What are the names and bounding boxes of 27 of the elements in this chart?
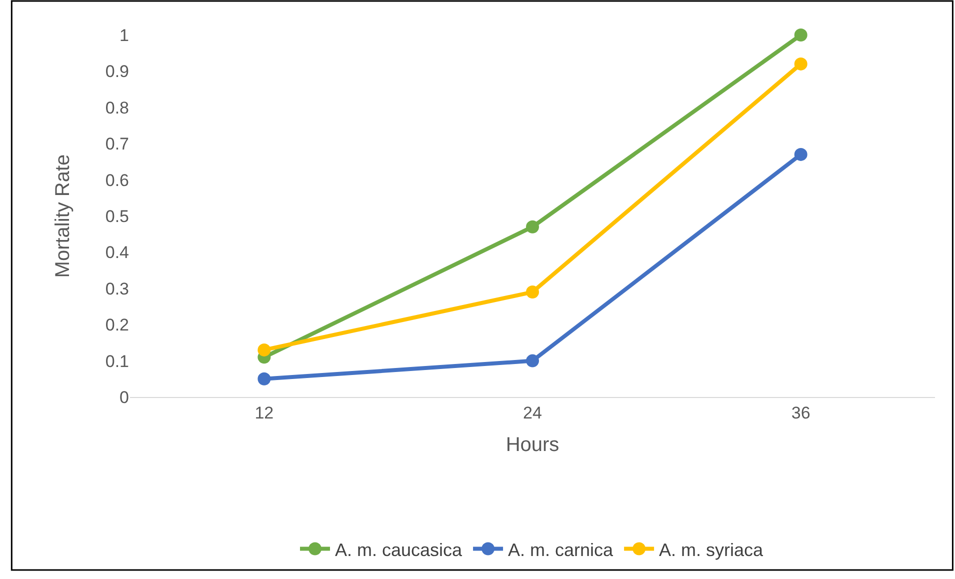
- x-tick-label: 36: [791, 403, 810, 422]
- point: [794, 28, 808, 42]
- x-tick-label: 12: [254, 403, 274, 422]
- y-tick-label: 0.9: [105, 62, 129, 82]
- y-axis-title: Mortality Rate: [52, 154, 74, 278]
- y-tick-label: 0.8: [105, 98, 129, 118]
- y-tick-label: 0.5: [105, 206, 129, 226]
- x-tick-label: 24: [523, 403, 542, 422]
- y-tick-label: 0.6: [105, 170, 129, 190]
- point: [258, 372, 271, 386]
- y-tick-label: 0.7: [105, 134, 129, 154]
- x-axis-title: Hours: [506, 434, 560, 456]
- legend-label: A. m. syriaca: [659, 540, 764, 560]
- legend-label: A. m. carnica: [508, 540, 614, 560]
- y-tick-label: 0.4: [105, 243, 129, 262]
- y-tick-label: 0.2: [105, 316, 129, 335]
- point: [526, 220, 539, 234]
- y-tick-label: 0: [120, 388, 129, 407]
- y-tick-label: 0.3: [105, 279, 129, 298]
- point: [258, 343, 271, 356]
- y-tick-label: 0.1: [105, 352, 129, 371]
- legend-label: A. m. caucasica: [335, 540, 464, 560]
- point: [794, 148, 808, 161]
- point: [526, 286, 539, 299]
- point: [526, 354, 539, 368]
- point: [794, 57, 808, 70]
- y-tick-label: 1: [120, 26, 129, 45]
